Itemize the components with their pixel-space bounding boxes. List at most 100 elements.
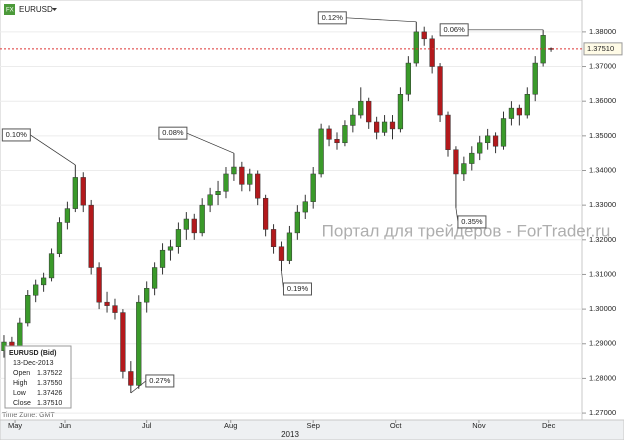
candle-body <box>532 62 538 95</box>
candle-body <box>342 125 348 144</box>
candle-body <box>278 246 285 261</box>
y-tick-label: 1.32000 <box>589 235 616 244</box>
info-value: 1.37510 <box>37 400 62 407</box>
watermark: Портал для трейдеров - ForTrader.ru <box>322 221 611 240</box>
candle-body <box>516 107 522 116</box>
x-tick-label: Nov <box>472 421 486 430</box>
candle-body <box>334 139 340 144</box>
candle-body <box>294 211 300 234</box>
candle-body <box>56 222 63 254</box>
annotation-leader <box>346 17 417 23</box>
info-value: 1.37522 <box>37 370 62 377</box>
candle-body <box>318 128 324 175</box>
candle-body <box>461 163 467 175</box>
candle-body <box>437 66 443 116</box>
annotation-label: 0.06% <box>444 25 466 34</box>
candle-body <box>136 301 142 386</box>
info-box: EURUSD (Bid) 13-Dec-2013 Open 1.37522 High 1.… <box>4 345 72 409</box>
candle-body <box>453 149 459 175</box>
candle-body <box>326 128 332 140</box>
candle-body <box>413 31 419 64</box>
candle-body <box>358 100 364 116</box>
x-tick-label: Aug <box>224 421 237 430</box>
candle-body <box>175 229 182 247</box>
candle-body <box>485 135 491 144</box>
candle-body <box>207 194 213 206</box>
candle-body <box>255 173 261 199</box>
candle-body <box>477 142 483 154</box>
candle-body <box>191 218 197 234</box>
symbol-dropdown[interactable] <box>52 8 57 11</box>
candle-body <box>104 301 110 306</box>
annotation-box <box>439 23 469 37</box>
candle-body <box>500 118 507 147</box>
plot-area <box>0 0 583 421</box>
x-axis-band <box>0 419 624 440</box>
candle-body <box>397 94 404 130</box>
candle-body <box>302 201 308 213</box>
candle-body <box>96 267 102 303</box>
candle-body <box>167 246 174 251</box>
y-tick-label: 1.36000 <box>589 96 616 105</box>
candle-body <box>112 305 118 313</box>
info-title: EURUSD (Bid) <box>9 350 56 357</box>
y-tick-label: 1.28000 <box>589 373 616 382</box>
candle-body <box>381 121 388 133</box>
candle-body <box>421 31 427 40</box>
candle-body <box>286 232 293 261</box>
annotation-box <box>158 126 188 140</box>
fx-icon <box>4 4 15 15</box>
current-price-tag <box>583 42 623 56</box>
candle-body <box>524 94 530 116</box>
candle-body <box>88 204 94 268</box>
candle-body <box>492 135 499 147</box>
candle-body <box>183 218 189 230</box>
annotation-box <box>1 128 31 142</box>
info-value: 1.37550 <box>37 380 62 387</box>
candle-body <box>508 107 515 119</box>
candle-body <box>389 121 396 130</box>
candle-body <box>270 229 277 247</box>
y-tick-label: 1.31000 <box>589 269 616 278</box>
x-tick-label: Jun <box>59 421 71 430</box>
candle-body <box>262 197 269 230</box>
candle-body <box>72 177 78 209</box>
candle-body <box>469 152 475 164</box>
candle-body <box>33 284 39 296</box>
candle-body <box>40 277 47 286</box>
annotation-label: 0.27% <box>149 376 171 385</box>
candle-body <box>366 100 372 123</box>
annotation-leader <box>130 380 147 394</box>
info-key: Low <box>13 390 27 397</box>
x-tick-label: May <box>8 421 22 430</box>
annotation-label: 0.12% <box>322 13 344 22</box>
y-tick-label: 1.34000 <box>589 165 616 174</box>
annotation-box <box>317 11 347 25</box>
candle-body <box>128 371 134 386</box>
x-tick-label: Jul <box>142 421 152 430</box>
x-tick-label: Dec <box>542 421 556 430</box>
current-price-label: 1.37510 <box>587 44 614 53</box>
candle-body <box>151 267 158 289</box>
y-tick-label: 1.27000 <box>589 408 616 417</box>
candle-body <box>310 173 316 202</box>
x-tick-label: Sep <box>307 421 320 430</box>
annotation-leader <box>30 134 76 166</box>
symbol: EURUSD <box>19 5 53 14</box>
y-tick-label: 1.35000 <box>589 131 616 140</box>
annotation-box <box>457 215 487 229</box>
candle-body <box>223 173 229 192</box>
x-axis-label: 2013 <box>281 430 299 439</box>
y-tick-label: 1.38000 <box>589 27 616 36</box>
y-tick-label: 1.37000 <box>589 62 616 71</box>
candle-body <box>405 62 411 95</box>
annotation-label: 0.35% <box>461 217 483 226</box>
y-tick-label: 1.33000 <box>589 200 616 209</box>
info-value: 1.37426 <box>37 390 62 397</box>
candle-body <box>159 249 166 268</box>
candle-body <box>429 38 435 67</box>
candle-body <box>64 208 71 223</box>
candle-body <box>199 204 205 234</box>
annotation-box <box>145 374 175 388</box>
candle-body <box>374 121 380 133</box>
